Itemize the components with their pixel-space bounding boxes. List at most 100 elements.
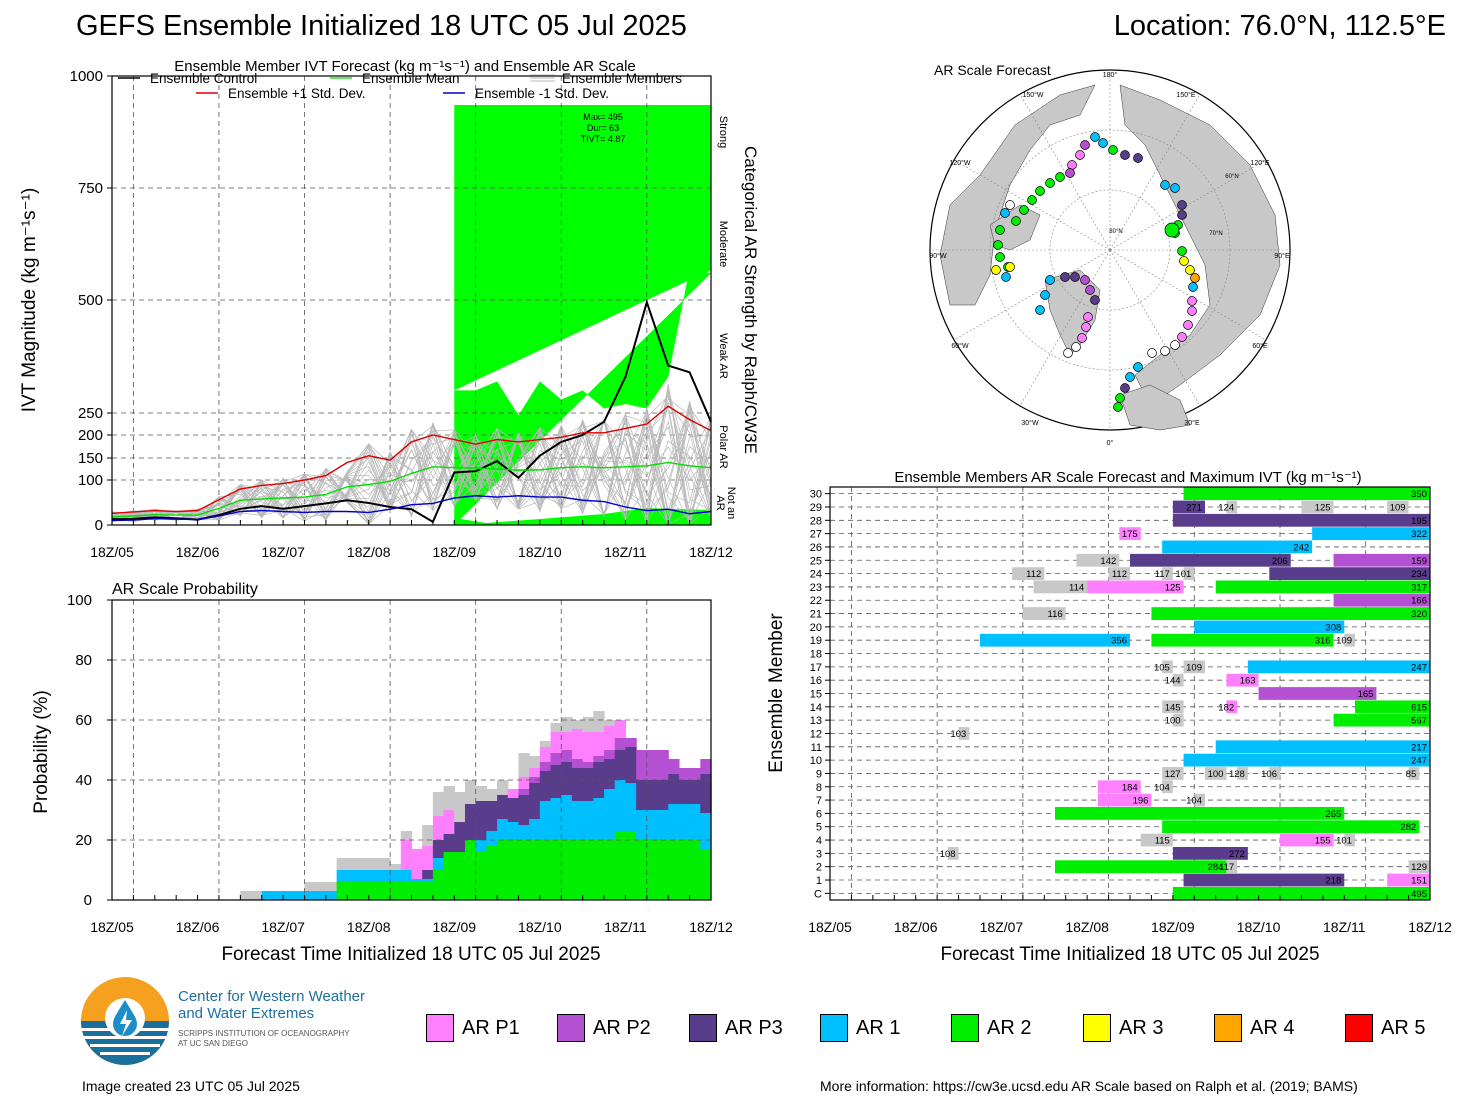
prob-bar-ar-2 bbox=[432, 870, 445, 900]
ar-legend-label: AR 4 bbox=[1250, 1016, 1295, 1039]
prob-bar-ar-2 bbox=[411, 882, 423, 900]
prob-bar-ar-1 bbox=[358, 870, 370, 882]
ar-legend-label: AR P1 bbox=[462, 1016, 520, 1039]
member-segment bbox=[1247, 660, 1430, 674]
prob-bar-ar-p3 bbox=[689, 780, 701, 804]
prob-bar-ar-2 bbox=[475, 852, 487, 900]
members-xtick-label: 18Z/08 bbox=[1065, 919, 1109, 935]
prob-bar-ar-p2 bbox=[561, 750, 573, 762]
member-segment bbox=[1076, 553, 1120, 567]
cw3e-logo bbox=[81, 977, 169, 1065]
ivt-xtick-label: 18Z/10 bbox=[518, 544, 562, 560]
ar-legend-item: AR P2 bbox=[557, 1014, 651, 1042]
series-line-ensemble-control bbox=[111, 298, 712, 524]
member-segment-value: 105 bbox=[1154, 662, 1170, 673]
member-segment-value: 109 bbox=[1186, 662, 1202, 673]
member-segment-value: 104 bbox=[1186, 796, 1202, 807]
prob-bar-ar-2 bbox=[443, 852, 455, 900]
prob-bar-ar-p3 bbox=[432, 840, 445, 858]
prob-bar-ar-2 bbox=[507, 840, 520, 900]
landfall-dot bbox=[1085, 285, 1095, 295]
member-label: 12 bbox=[810, 728, 822, 740]
prob-bar-ar-p2 bbox=[657, 750, 669, 780]
landfall-dot bbox=[1125, 372, 1135, 382]
prob-bar-ar-1 bbox=[614, 780, 627, 831]
member-segment bbox=[1344, 833, 1355, 847]
member-segment-value: 282 bbox=[1400, 822, 1416, 833]
member-segment bbox=[947, 846, 959, 860]
landfall-dot bbox=[1081, 322, 1091, 332]
members-xtick-label: 18Z/05 bbox=[808, 919, 852, 935]
member-segment-value: 129 bbox=[1411, 862, 1427, 873]
prob-ytick-label: 0 bbox=[84, 892, 92, 909]
prob-bar-ar-2 bbox=[336, 882, 348, 900]
landfall-dot bbox=[1177, 246, 1187, 256]
prob-ytick-label: 60 bbox=[75, 712, 92, 729]
prob-xtick-label: 18Z/07 bbox=[261, 919, 305, 935]
member-segment-value: 265 bbox=[1325, 809, 1341, 820]
prob-bar-sub-ar bbox=[315, 882, 327, 891]
prob-bar-sub-ar bbox=[432, 792, 445, 816]
prob-bar-ar-p3 bbox=[539, 771, 552, 801]
ivt-title: Ensemble Member IVT Forecast (kg m⁻¹s⁻¹)… bbox=[174, 58, 636, 75]
landfall-dot bbox=[1120, 383, 1130, 393]
ivt-xtick-label: 18Z/09 bbox=[432, 544, 476, 560]
prob-bar-ar-2 bbox=[604, 840, 616, 900]
member-segment-value: 247 bbox=[1411, 756, 1427, 767]
member-segment bbox=[1022, 607, 1066, 620]
member-segment-value: 101 bbox=[1175, 569, 1191, 580]
landfall-dot bbox=[1170, 340, 1180, 350]
member-segment-value: 125 bbox=[1315, 502, 1331, 513]
member-label: 14 bbox=[810, 702, 822, 714]
member-segment-value: 195 bbox=[1411, 516, 1427, 527]
created-text: Image created 23 UTC 05 Jul 2025 bbox=[82, 1078, 300, 1094]
prob-bar-ar-p2 bbox=[604, 750, 616, 759]
prob-bar-ar-p1 bbox=[539, 747, 552, 762]
landfall-dot bbox=[1040, 290, 1050, 300]
lon-label: 90°W bbox=[929, 252, 947, 260]
ivt-ylabel: IVT Magnitude (kg m⁻¹s⁻¹) bbox=[19, 188, 40, 413]
member-segment bbox=[980, 633, 1130, 647]
member-segment bbox=[1087, 580, 1184, 594]
landfall-dot bbox=[1060, 272, 1070, 282]
prob-bar-ar-2 bbox=[550, 840, 562, 900]
lon-label: 150°E bbox=[1176, 91, 1195, 99]
prob-bar-sub-ar bbox=[390, 864, 402, 870]
landfall-dot bbox=[1187, 296, 1197, 306]
lon-label: 30°E bbox=[1184, 419, 1200, 427]
prob-bar-ar-1 bbox=[379, 870, 391, 882]
prob-bar-ar-p1 bbox=[529, 768, 541, 777]
info-text: More information: https://cw3e.ucsd.edu … bbox=[820, 1078, 1358, 1094]
ivt-stat: Max= 495 bbox=[583, 112, 623, 122]
member-segment bbox=[1162, 820, 1420, 834]
member-label: 9 bbox=[816, 768, 822, 780]
prob-bar-ar-1 bbox=[486, 831, 498, 846]
ar-legend-label: AR 5 bbox=[1381, 1016, 1426, 1039]
landfall-dot bbox=[1177, 332, 1187, 342]
prob-bar-ar-p3 bbox=[646, 780, 659, 810]
landfall-dot bbox=[993, 240, 1003, 250]
prob-bar-ar-1 bbox=[347, 870, 359, 882]
member-segment bbox=[1205, 767, 1227, 780]
member-label: 5 bbox=[816, 822, 822, 834]
legend-label: Ensemble -1 Std. Dev. bbox=[475, 86, 609, 101]
ar-legend-item: AR 4 bbox=[1214, 1014, 1294, 1042]
members-xtick-label: 18Z/07 bbox=[980, 919, 1024, 935]
member-segment bbox=[1269, 567, 1430, 580]
ar-legend-item: AR P3 bbox=[689, 1014, 783, 1042]
ensemble-member-line bbox=[111, 446, 712, 521]
prob-bar-ar-p3 bbox=[422, 870, 434, 879]
prob-bar-ar-1 bbox=[400, 870, 413, 882]
landfall-dot bbox=[1183, 320, 1193, 330]
prob-bar-ar-p2 bbox=[539, 762, 552, 771]
landfall-dot bbox=[1147, 348, 1157, 358]
category-label: Not an bbox=[725, 487, 737, 519]
landfall-dot bbox=[1098, 138, 1108, 148]
prob-bar-ar-p3 bbox=[561, 762, 573, 795]
prob-title: AR Scale Probability bbox=[112, 581, 258, 598]
prob-bar-sub-ar bbox=[358, 858, 370, 870]
ensemble-member-line bbox=[111, 415, 712, 521]
member-segment bbox=[1226, 500, 1238, 514]
meridian-line bbox=[953, 249, 1111, 341]
member-segment-value: 234 bbox=[1411, 569, 1427, 580]
